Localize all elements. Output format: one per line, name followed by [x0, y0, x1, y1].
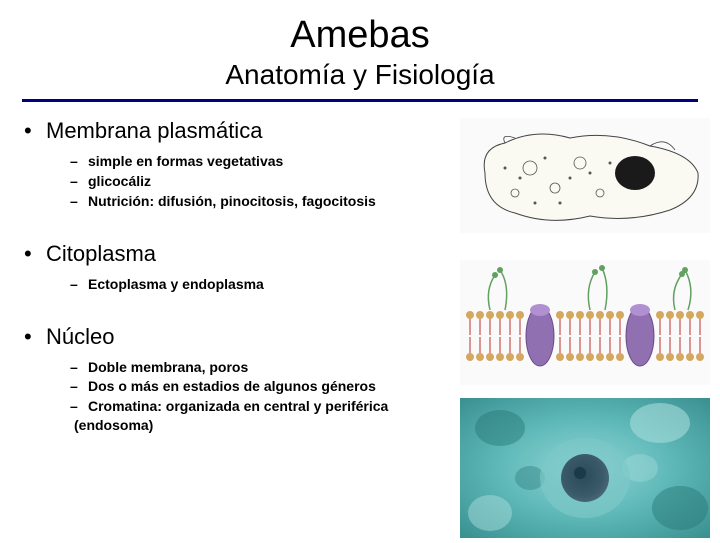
- slide-title: Amebas: [0, 0, 720, 57]
- amoeba-illustration: [460, 118, 710, 233]
- list-item: Nutrición: difusión, pinocitosis, fagoci…: [74, 192, 444, 211]
- list-item: Cromatina: organizada en central y perif…: [74, 397, 444, 435]
- slide-subtitle: Anatomía y Fisiología: [0, 57, 720, 99]
- list-item: Doble membrana, poros: [74, 358, 444, 377]
- sub-list: Doble membrana, poros Dos o más en estad…: [74, 358, 444, 436]
- list-item: Ectoplasma y endoplasma: [74, 275, 444, 294]
- list-item: Dos o más en estadios de algunos géneros: [74, 377, 444, 396]
- list-item: simple en formas vegetativas: [74, 152, 444, 171]
- nucleus-illustration: [460, 398, 710, 538]
- sub-list: Ectoplasma y endoplasma: [74, 275, 444, 294]
- membrane-illustration: [460, 260, 710, 385]
- sub-list: simple en formas vegetativas glicocáliz …: [74, 152, 444, 211]
- list-item: glicocáliz: [74, 172, 444, 191]
- divider-line: [22, 99, 698, 102]
